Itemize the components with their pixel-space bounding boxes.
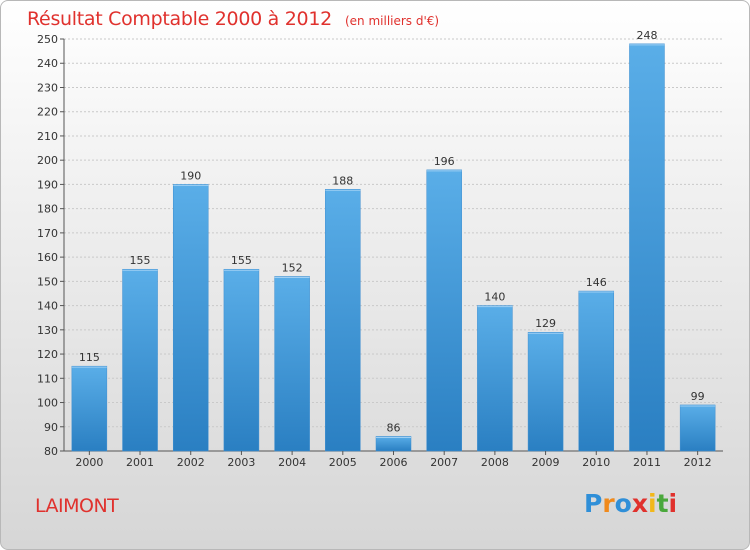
plot-area	[64, 39, 723, 451]
proxiti-logo[interactable]: Proxiti	[584, 489, 677, 518]
bar	[477, 305, 513, 452]
x-tick-label: 2008	[481, 456, 509, 469]
bar	[71, 365, 108, 452]
logo-letter: P	[584, 489, 603, 518]
data-label: 140	[484, 291, 505, 304]
y-tick-label: 100	[37, 397, 58, 410]
data-label: 248	[636, 29, 657, 42]
logo-letter: i	[648, 489, 657, 518]
data-label: 115	[79, 351, 100, 364]
bar	[325, 189, 361, 452]
x-tick-label: 2006	[380, 456, 408, 469]
chart-subtitle: (en milliers d'€)	[344, 14, 440, 28]
y-tick-label: 170	[37, 227, 58, 240]
commune-name: LAIMONT	[35, 495, 119, 517]
chart-title: Résultat Comptable 2000 à 2012	[27, 8, 332, 30]
y-tick-label: 90	[44, 421, 58, 434]
bar	[122, 268, 158, 452]
bar	[527, 331, 564, 452]
y-tick-label: 80	[44, 445, 58, 458]
bar	[223, 268, 260, 452]
y-tick-label: 150	[37, 275, 58, 288]
x-tick-label: 2001	[126, 456, 154, 469]
bar	[426, 169, 462, 452]
bar	[578, 290, 615, 452]
bar	[629, 43, 665, 452]
y-tick-label: 200	[37, 154, 58, 167]
data-label: 146	[586, 276, 607, 289]
x-tick-label: 2007	[430, 456, 458, 469]
x-tick-label: 2010	[582, 456, 610, 469]
y-tick-label: 120	[37, 348, 58, 361]
x-tick-label: 2002	[177, 456, 205, 469]
chart-header: Résultat Comptable 2000 à 2012 (en milli…	[27, 8, 439, 30]
data-label: 196	[434, 155, 455, 168]
y-tick-label: 240	[37, 57, 58, 70]
bar	[172, 184, 209, 452]
logo-letter: t	[656, 489, 669, 518]
y-tick-label: 180	[37, 203, 58, 216]
x-tick-label: 2005	[329, 456, 357, 469]
y-tick-label: 210	[37, 130, 58, 143]
data-label: 188	[332, 174, 353, 187]
y-tick-label: 140	[37, 300, 58, 313]
y-tick-label: 160	[37, 251, 58, 264]
x-tick-label: 2009	[532, 456, 560, 469]
bar	[274, 276, 310, 452]
x-tick-label: 2012	[684, 456, 712, 469]
y-tick-label: 230	[37, 81, 58, 94]
bar	[679, 404, 716, 452]
data-label: 86	[387, 421, 401, 434]
data-label: 155	[231, 254, 252, 267]
y-tick-label: 220	[37, 106, 58, 119]
logo-letter: r	[602, 489, 615, 518]
logo-letter: x	[631, 489, 648, 518]
y-tick-label: 250	[37, 33, 58, 46]
data-label: 155	[130, 254, 151, 267]
logo-letter: i	[668, 489, 678, 518]
data-label: 190	[180, 169, 201, 182]
data-label: 129	[535, 317, 556, 330]
y-tick-label: 190	[37, 178, 58, 191]
x-tick-label: 2004	[278, 456, 306, 469]
bar	[375, 436, 412, 452]
x-tick-label: 2003	[227, 456, 255, 469]
logo-letter: o	[614, 489, 632, 518]
x-tick-label: 2000	[75, 456, 103, 469]
x-tick-label: 2011	[633, 456, 661, 469]
y-tick-label: 110	[37, 372, 58, 385]
data-label: 99	[691, 390, 705, 403]
data-label: 152	[282, 262, 303, 275]
y-tick-label: 130	[37, 324, 58, 337]
